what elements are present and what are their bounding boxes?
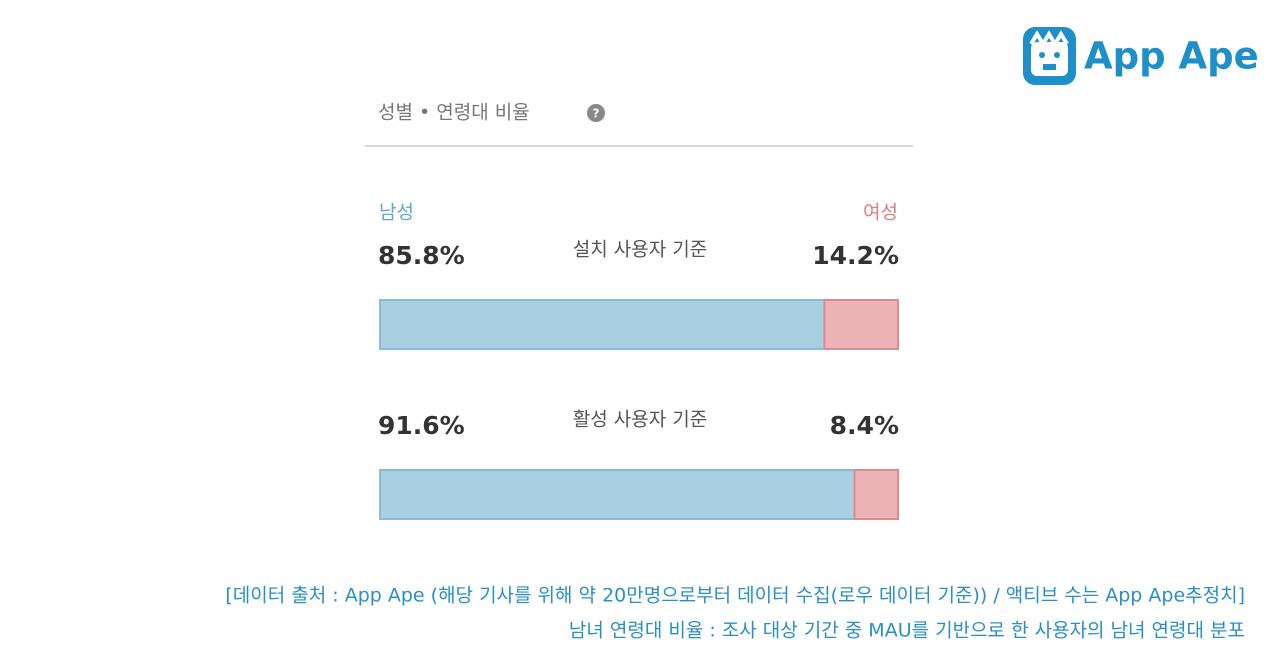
footnote: [데이터 출처 : App Ape (해당 기사를 위해 약 20만명으로부터 … — [225, 585, 1245, 607]
panel-title: 성별 • 연령대 비율 — [378, 102, 530, 124]
value-label: 8.4% — [830, 411, 899, 440]
value-label: 14.2% — [812, 241, 899, 270]
bar-segment — [379, 299, 826, 350]
logo-text: App Ape — [1084, 35, 1259, 78]
legend-entry: 여성 — [863, 202, 898, 224]
logo-hair — [1029, 30, 1069, 48]
legend-entry: 남성 — [379, 202, 414, 224]
logo-eye — [1039, 52, 1045, 58]
category-label: 설치 사용자 기준 — [573, 239, 707, 261]
bar-segment — [823, 299, 899, 350]
bar-segment — [853, 469, 899, 520]
value-label: 85.8% — [378, 241, 465, 270]
logo-eye — [1054, 52, 1060, 58]
help-icon-mark: ? — [593, 107, 600, 121]
logo-mouth — [1043, 64, 1056, 70]
logo: App Ape — [1023, 27, 1259, 85]
logo-face — [1031, 42, 1068, 76]
bar-segment — [379, 469, 856, 520]
value-label: 91.6% — [378, 411, 465, 440]
category-label: 활성 사용자 기준 — [573, 409, 707, 431]
footnote: 남녀 연령대 비율 : 조사 대상 기간 중 MAU를 기반으로 한 사용자의 … — [569, 620, 1245, 642]
help-icon[interactable] — [587, 104, 605, 122]
